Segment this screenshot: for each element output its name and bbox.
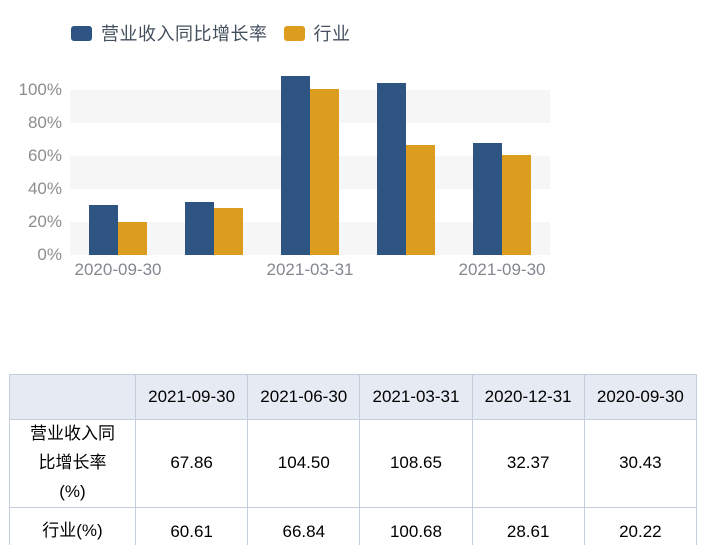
legend-item-industry[interactable]: 行业 xyxy=(283,20,351,46)
bar-industry-2021-09-30 xyxy=(502,155,531,255)
bar-industry-2021-03-31 xyxy=(310,89,339,255)
table-cell: 20.22 xyxy=(583,506,698,545)
y-axis-tick: 20% xyxy=(27,212,62,231)
table-cell: 32.37 xyxy=(471,419,585,508)
x-axis-label: 2021-03-31 xyxy=(266,260,354,279)
data-table-container: 2021-09-30 2021-06-30 2021-03-31 2020-12… xyxy=(9,374,698,545)
bar-revenue-growth-2021-03-31 xyxy=(281,76,310,255)
x-axis-label: 2020-09-30 xyxy=(74,260,162,279)
row-label: 营业收入同比增长率(%) xyxy=(9,419,136,508)
bar-industry-2020-12-31 xyxy=(214,208,243,255)
table-row-industry: 行业(%) 60.61 66.84 100.68 28.61 20.22 xyxy=(9,506,698,545)
x-axis-label xyxy=(166,260,262,280)
table-cell: 66.84 xyxy=(247,506,361,545)
table-header-row: 2021-09-30 2021-06-30 2021-03-31 2020-12… xyxy=(9,374,698,420)
bar-revenue-growth-2020-12-31 xyxy=(185,202,214,255)
table-cell: 28.61 xyxy=(471,506,585,545)
legend-item-revenue-growth[interactable]: 营业收入同比增长率 xyxy=(71,20,268,46)
legend-label-revenue-growth: 营业收入同比增长率 xyxy=(101,24,268,44)
legend-swatch-industry xyxy=(283,25,305,41)
y-axis-tick: 100% xyxy=(18,80,62,99)
x-axis-label: 2021-09-30 xyxy=(458,260,546,279)
table-row-revenue-growth: 营业收入同比增长率(%) 67.86 104.50 108.65 32.37 3… xyxy=(9,419,698,508)
data-table: 2021-09-30 2021-06-30 2021-03-31 2020-12… xyxy=(9,374,698,545)
bar-revenue-growth-2021-09-30 xyxy=(473,143,502,255)
x-axis-label xyxy=(358,260,454,280)
column-header-date: 2021-06-30 xyxy=(247,374,361,420)
row-label: 行业(%) xyxy=(9,506,136,545)
bar-group-2021-06-30 xyxy=(358,72,454,255)
bar-group-2021-03-31 xyxy=(262,72,358,255)
bar-group-2020-12-31 xyxy=(166,72,262,255)
column-header-empty xyxy=(9,374,136,420)
legend-swatch-revenue-growth xyxy=(71,25,92,41)
table-cell: 104.50 xyxy=(247,419,361,508)
bar-groups xyxy=(70,72,550,255)
bar-industry-2021-06-30 xyxy=(406,145,435,255)
column-header-date: 2020-12-31 xyxy=(471,374,585,420)
y-axis-tick: 0% xyxy=(37,245,62,264)
bar-revenue-growth-2021-06-30 xyxy=(377,83,406,255)
bar-chart-plot xyxy=(70,72,550,255)
table-cell: 67.86 xyxy=(134,419,249,508)
bar-group-2020-09-30 xyxy=(70,72,166,255)
column-header-date: 2021-03-31 xyxy=(359,374,473,420)
column-header-date: 2021-09-30 xyxy=(134,374,249,420)
bar-revenue-growth-2020-09-30 xyxy=(89,205,118,255)
x-axis: 2020-09-30 2021-03-31 2021-09-30 xyxy=(70,260,550,280)
y-axis-tick: 60% xyxy=(27,146,62,165)
y-axis: 0% 20% 40% 60% 80% 100% xyxy=(0,72,62,264)
table-cell: 108.65 xyxy=(359,419,473,508)
table-cell: 100.68 xyxy=(359,506,473,545)
table-cell: 30.43 xyxy=(583,419,698,508)
chart-legend: 营业收入同比增长率 行业 xyxy=(71,20,351,46)
table-cell: 60.61 xyxy=(134,506,249,545)
y-axis-tick: 40% xyxy=(27,179,62,198)
column-header-date: 2020-09-30 xyxy=(583,374,698,420)
bar-group-2021-09-30 xyxy=(454,72,550,255)
bar-industry-2020-09-30 xyxy=(118,222,147,255)
y-axis-tick: 80% xyxy=(27,113,62,132)
legend-label-industry: 行业 xyxy=(313,24,351,44)
